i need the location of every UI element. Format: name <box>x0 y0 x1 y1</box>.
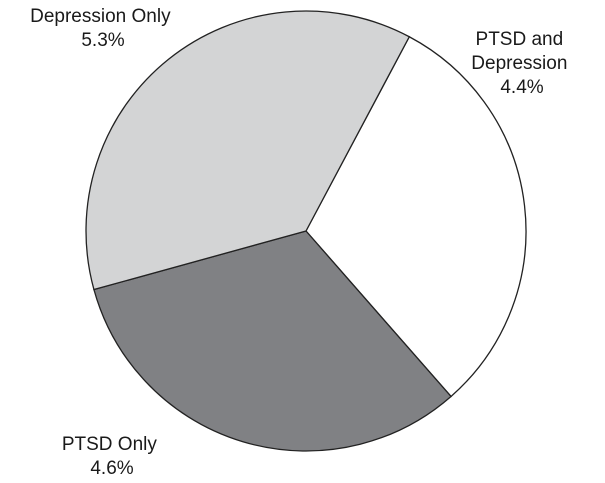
slice-label-depression-only: Depression Only <box>30 6 171 27</box>
slice-label-ptsd-and-depression-line2: Depression <box>471 53 567 74</box>
pie-slice-ptsd-and-depression <box>305 35 527 398</box>
slice-value-depression-only: 5.3% <box>81 30 124 51</box>
svg-text:PTSD and Depression: PTSD and Depression 4.4% <box>471 29 572 98</box>
pie-slice-ptsd-only <box>93 230 452 452</box>
pie-labels: PTSD and Depression 4.4% PTSD Only 4.6% … <box>30 6 572 479</box>
slice-label-ptsd-only: PTSD Only <box>62 434 158 455</box>
pie-slice-depression-only <box>85 10 411 291</box>
pie-slices <box>85 10 527 452</box>
slice-value-ptsd-and-depression: 4.4% <box>500 77 543 98</box>
svg-text:Depression Only 5.3%: Depression Only 5.3% <box>30 6 176 51</box>
svg-text:PTSD Only 4.6%: PTSD Only 4.6% <box>62 434 162 479</box>
slice-value-ptsd-only: 4.6% <box>90 458 133 479</box>
slice-label-ptsd-and-depression-line1: PTSD and <box>476 29 564 50</box>
